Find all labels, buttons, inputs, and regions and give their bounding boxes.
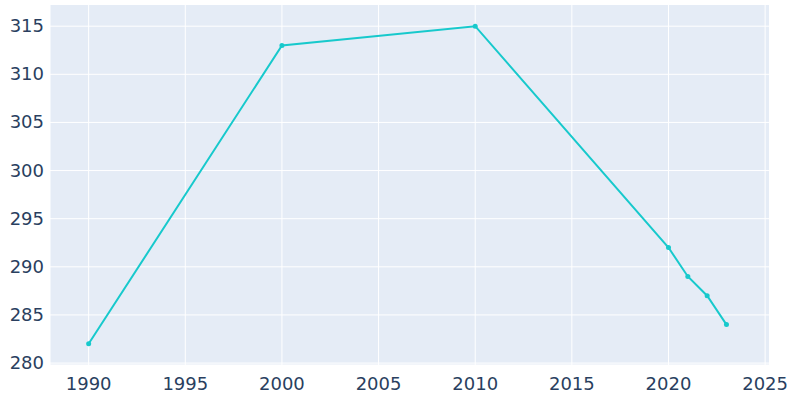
x-tick-label: 2005 xyxy=(356,373,402,394)
x-grid-line xyxy=(475,5,476,365)
y-tick-label: 290 xyxy=(10,256,44,277)
x-tick-label: 2000 xyxy=(259,373,305,394)
y-grid-line xyxy=(50,122,769,123)
x-tick-label: 2010 xyxy=(452,373,498,394)
x-axis-line xyxy=(50,365,769,366)
x-tick-label: 2015 xyxy=(549,373,595,394)
y-tick-label: 315 xyxy=(10,15,44,36)
y-tick-label: 295 xyxy=(10,208,44,229)
x-tick-label: 2025 xyxy=(742,373,788,394)
plot-marks xyxy=(86,24,729,347)
x-tick-label: 1990 xyxy=(66,373,112,394)
x-tick-label: 1995 xyxy=(162,373,208,394)
y-grid-line xyxy=(50,218,769,219)
y-tick-label: 310 xyxy=(10,63,44,84)
line xyxy=(89,26,727,344)
y-grid-line xyxy=(50,26,769,27)
point xyxy=(724,322,729,327)
x-grid-line xyxy=(668,5,669,365)
point xyxy=(473,24,478,29)
y-axis-line xyxy=(50,5,51,365)
x-tick-label: 2020 xyxy=(646,373,692,394)
x-grid-line xyxy=(88,5,89,365)
plot-background xyxy=(50,5,769,365)
y-tick-label: 305 xyxy=(10,111,44,132)
point xyxy=(705,293,710,298)
y-grid-line xyxy=(50,266,769,267)
point xyxy=(86,341,91,346)
y-tick-label: 300 xyxy=(10,160,44,181)
point xyxy=(685,274,690,279)
y-tick-label: 285 xyxy=(10,304,44,325)
x-grid-line xyxy=(571,5,572,365)
y-grid-line xyxy=(50,314,769,315)
x-grid-line xyxy=(281,5,282,365)
x-grid-line xyxy=(378,5,379,365)
x-grid-line xyxy=(185,5,186,365)
chart: 1990 1995 2000 2005 2010 2015 2020 2025 280 285 29… xyxy=(0,0,800,400)
x-grid-line xyxy=(765,5,766,365)
y-grid-line xyxy=(50,363,769,364)
point xyxy=(279,43,284,48)
y-grid-line xyxy=(50,74,769,75)
point xyxy=(666,245,671,250)
y-grid-line xyxy=(50,170,769,171)
y-tick-label: 280 xyxy=(10,352,44,373)
